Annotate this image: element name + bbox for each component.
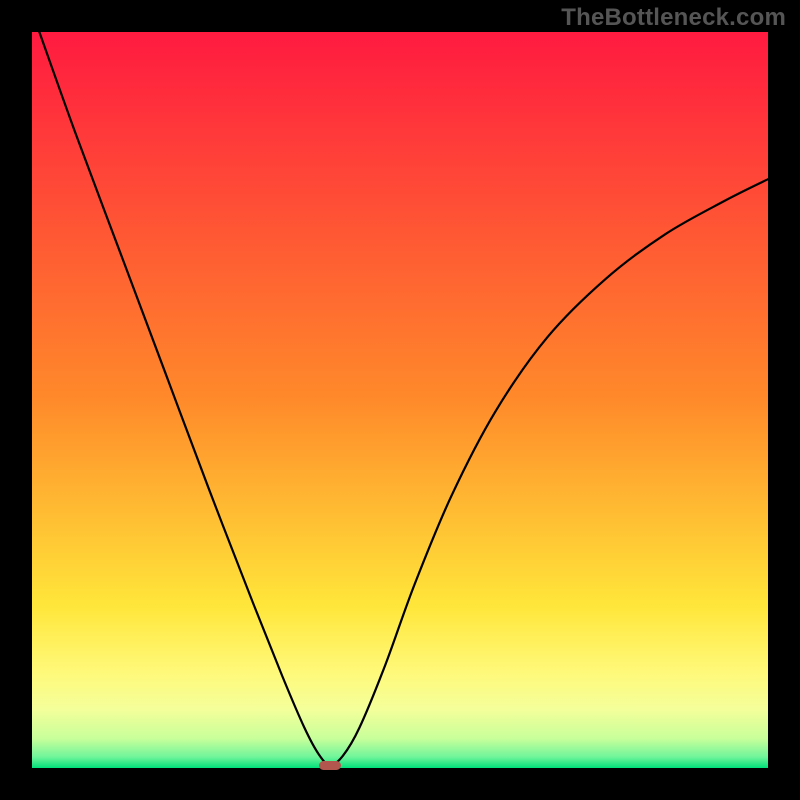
watermark-text: TheBottleneck.com bbox=[561, 4, 786, 32]
minimum-marker bbox=[319, 761, 341, 770]
bottleneck-curve bbox=[32, 32, 768, 768]
plot-area bbox=[32, 32, 768, 768]
chart-frame: TheBottleneck.com bbox=[0, 0, 800, 800]
